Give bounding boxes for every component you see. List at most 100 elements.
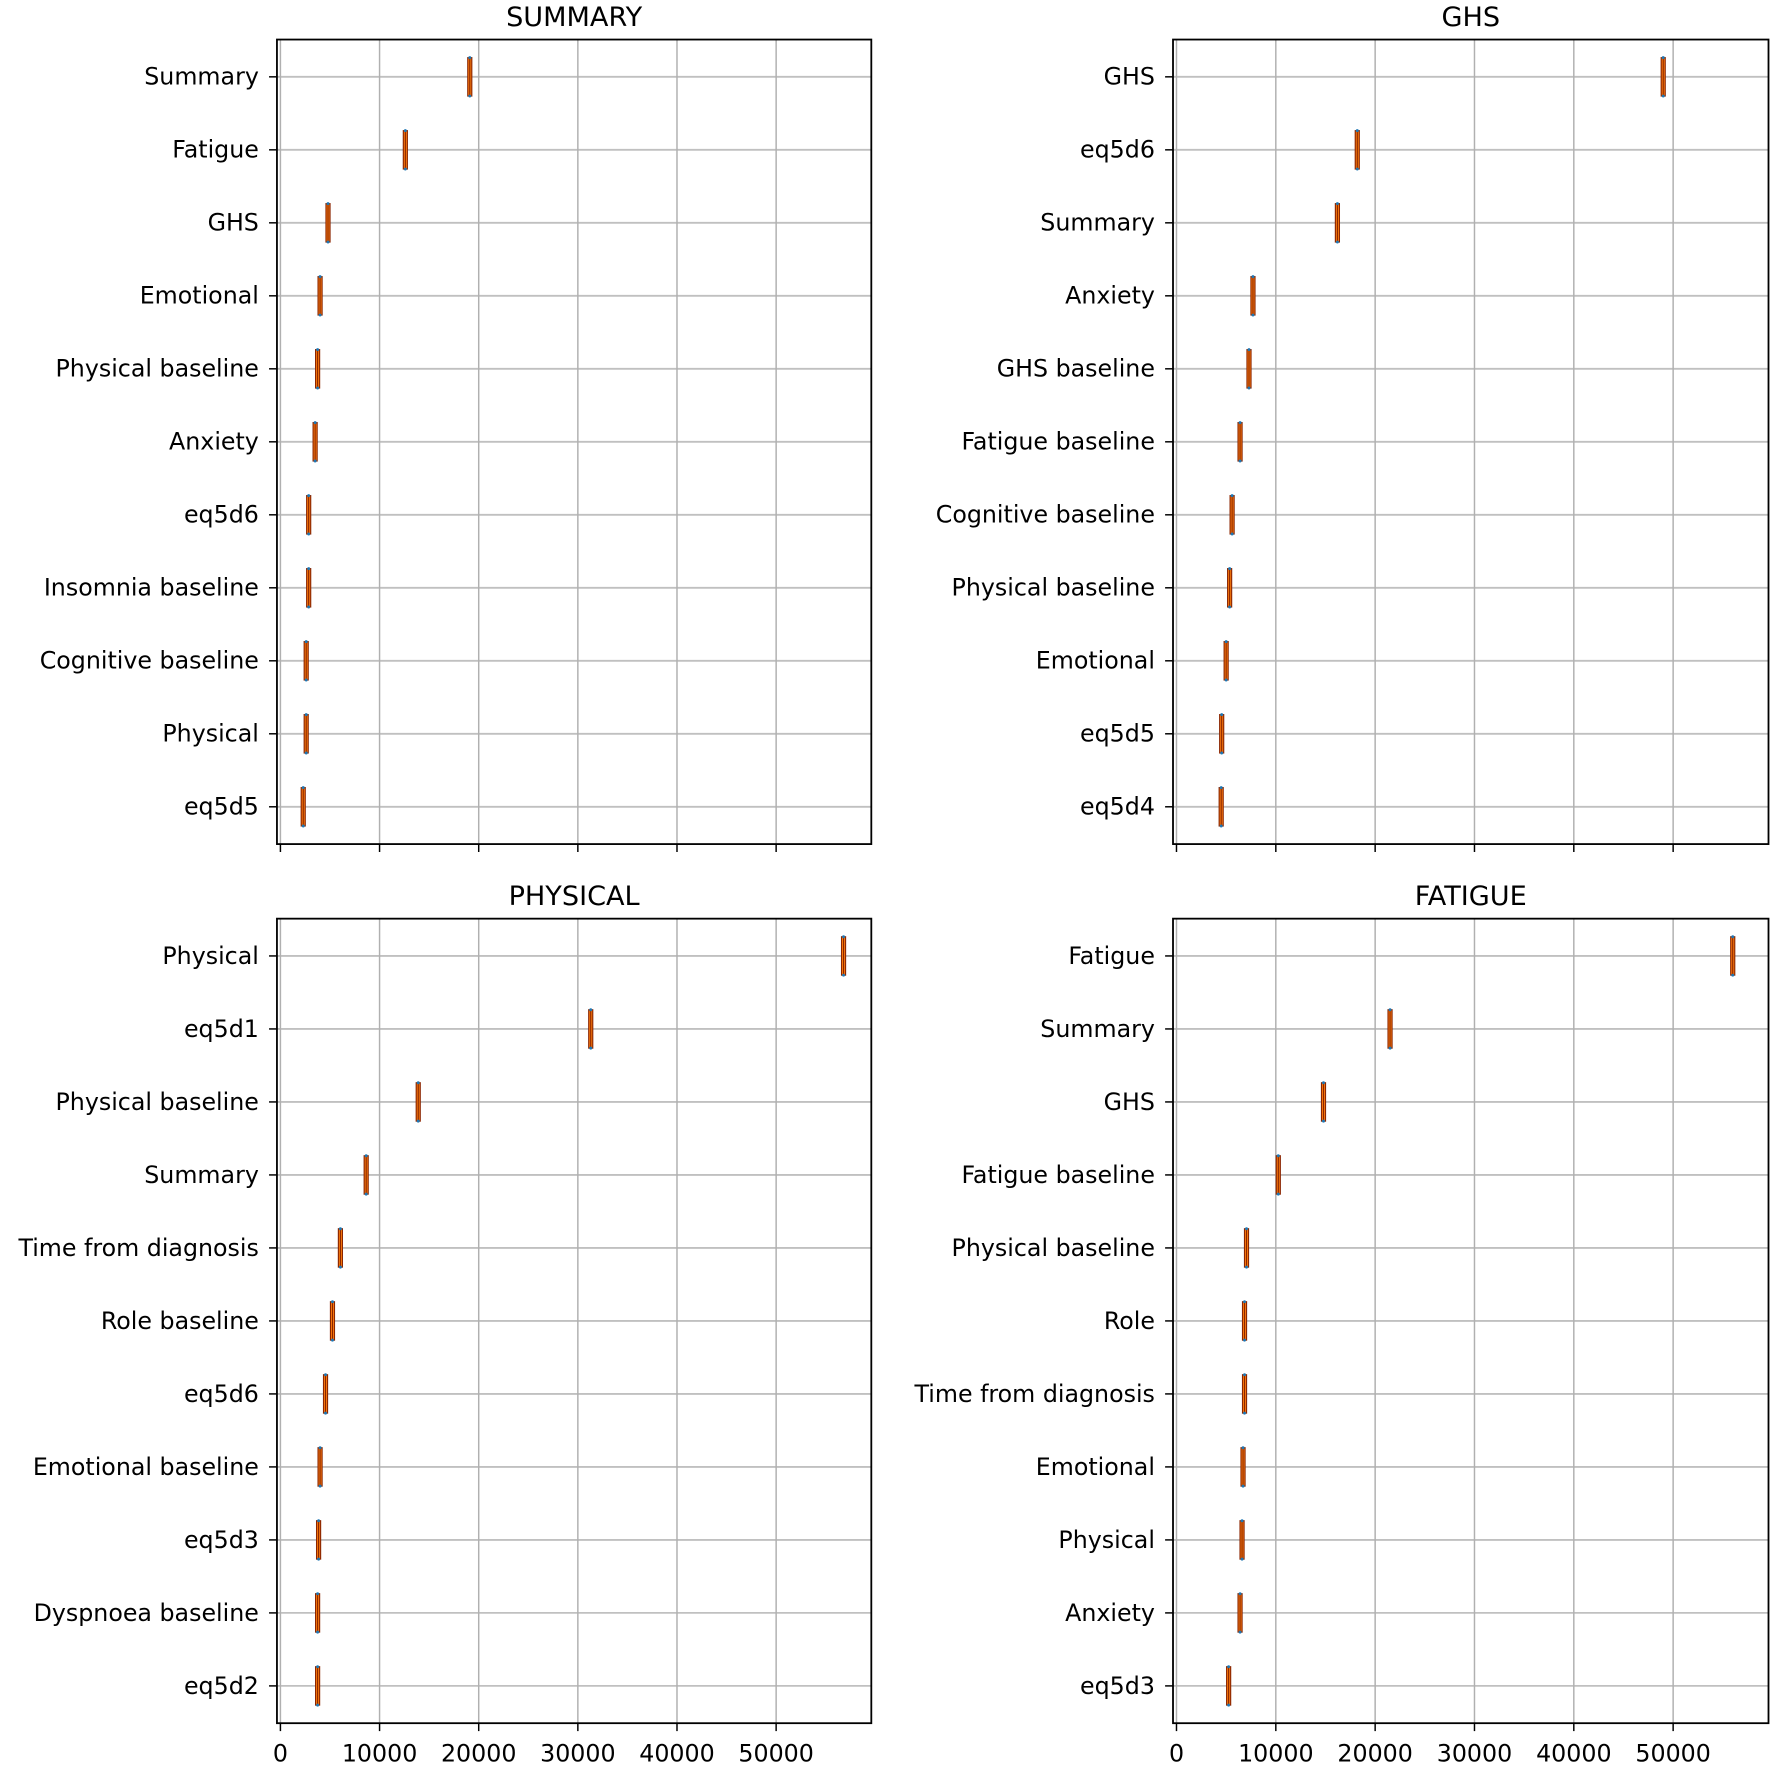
whisker-cap xyxy=(326,240,330,244)
y-tick-label: Cognitive baseline xyxy=(40,647,259,675)
box-fatigue xyxy=(1730,935,1736,977)
whisker-cap xyxy=(1220,713,1224,717)
box-emotional-baseline xyxy=(317,1446,323,1488)
box-eq5d6 xyxy=(322,1373,329,1415)
y-tick-label: Cognitive baseline xyxy=(936,501,1155,529)
whisker-cap xyxy=(1251,275,1255,279)
box-eq5d5 xyxy=(300,786,306,828)
whisker-cap xyxy=(1227,1665,1231,1669)
box-role xyxy=(1241,1300,1248,1342)
y-tick-label: eq5d3 xyxy=(184,1526,259,1554)
y-tick-label: Physical xyxy=(162,720,259,748)
whisker-cap xyxy=(1388,1008,1392,1012)
box-physical xyxy=(303,713,309,755)
whisker-cap xyxy=(403,167,407,171)
whisker-cap xyxy=(318,313,322,317)
y-tick-label: Time from diagnosis xyxy=(914,1380,1155,1408)
whisker-cap xyxy=(1220,751,1224,755)
y-tick-label: eq5d5 xyxy=(1080,720,1155,748)
whisker-cap xyxy=(317,1519,321,1523)
whisker-cap xyxy=(307,532,311,536)
y-tick-label: eq5d5 xyxy=(184,793,259,821)
box-fatigue-baseline xyxy=(1275,1154,1281,1196)
x-tick-label: 10000 xyxy=(342,1740,417,1765)
box-physical-baseline xyxy=(315,348,321,390)
whisker-cap xyxy=(1238,1592,1242,1596)
subplot-title: FATIGUE xyxy=(1415,881,1527,912)
y-tick-label: Fatigue baseline xyxy=(961,428,1154,456)
whisker-cap xyxy=(1276,1154,1280,1158)
whisker-cap xyxy=(1388,1046,1392,1050)
whisker-cap xyxy=(1276,1192,1280,1196)
box-emotional xyxy=(1223,640,1229,682)
whisker-cap xyxy=(1238,421,1242,425)
whisker-cap xyxy=(1335,240,1339,244)
whisker-cap xyxy=(1245,1265,1248,1269)
subplot-title: GHS xyxy=(1441,2,1500,33)
box-summary xyxy=(1387,1008,1393,1050)
whisker-cap xyxy=(301,824,305,828)
whisker-cap xyxy=(301,786,305,790)
box-anxiety xyxy=(1237,1592,1243,1634)
box-eq5d6 xyxy=(306,494,312,536)
subplot-fatigue: FATIGUE 0 10000 20000 30000 40000 50000 Fatigue… xyxy=(914,881,1770,1765)
y-tick-label: Fatigue baseline xyxy=(961,1161,1154,1189)
y-tick-label: Anxiety xyxy=(1065,282,1155,310)
y-tick-label: Time from diagnosis xyxy=(17,1234,258,1262)
y-tick-label: eq5d2 xyxy=(184,1672,259,1700)
whisker-cap xyxy=(338,1265,342,1269)
y-tick-label: eq5d1 xyxy=(184,1015,259,1043)
whisker-cap xyxy=(1731,935,1735,939)
x-tick-label: 10000 xyxy=(1238,1740,1313,1765)
whisker-cap xyxy=(1243,1411,1246,1415)
subplot-summary: SUMMARY Summary Fatigue GHS Emotional Physica… xyxy=(40,2,873,852)
whisker-cap xyxy=(324,1411,327,1415)
x-tick-label: 20000 xyxy=(441,1740,516,1765)
y-tick-label: Role xyxy=(1104,1307,1155,1335)
whisker-cap xyxy=(316,1630,320,1634)
box-anxiety xyxy=(1250,275,1256,317)
whisker-cap xyxy=(842,935,846,939)
whisker-cap xyxy=(1227,1703,1231,1707)
box-cognitive-baseline xyxy=(1229,494,1235,536)
whisker-cap xyxy=(318,275,322,279)
whisker-cap xyxy=(307,567,311,571)
whisker-cap xyxy=(304,640,308,644)
whisker-cap xyxy=(316,386,320,390)
box-role-baseline xyxy=(329,1300,336,1342)
y-tick-label: Physical baseline xyxy=(55,355,258,383)
box-emotional xyxy=(1240,1446,1246,1488)
y-tick-label: GHS xyxy=(208,209,259,237)
whisker-cap xyxy=(307,494,311,498)
whisker-cap xyxy=(1219,786,1223,790)
y-tick-label: Emotional xyxy=(1036,647,1155,675)
whisker-cap xyxy=(304,713,308,717)
x-tick-label: 50000 xyxy=(738,1740,813,1765)
y-tick-label: Emotional baseline xyxy=(33,1453,259,1481)
whisker-cap xyxy=(1247,348,1251,352)
box-summary xyxy=(1334,202,1341,244)
box-physical-baseline xyxy=(415,1081,421,1123)
box-eq5d6 xyxy=(1354,129,1360,171)
whisker-cap xyxy=(1355,129,1359,133)
whisker-cap xyxy=(324,1373,327,1377)
whisker-cap xyxy=(304,678,308,682)
y-tick-label: Fatigue xyxy=(1068,942,1155,970)
whisker-cap xyxy=(316,1703,320,1707)
whisker-cap xyxy=(364,1192,368,1196)
whisker-cap xyxy=(1355,167,1359,171)
whisker-cap xyxy=(304,751,308,755)
y-tick-label: Physical xyxy=(1058,1526,1155,1554)
whisker-cap xyxy=(1245,1227,1248,1231)
box-eq5d2 xyxy=(315,1665,321,1707)
whisker-cap xyxy=(1661,56,1665,60)
box-dyspnoea-baseline xyxy=(315,1592,321,1634)
whisker-cap xyxy=(1240,1519,1244,1523)
box-eq5d1 xyxy=(588,1008,594,1050)
whisker-cap xyxy=(468,94,472,98)
box-fatigue-baseline xyxy=(1237,421,1243,463)
whisker-cap xyxy=(1224,678,1228,682)
whisker-cap xyxy=(1322,1119,1325,1123)
whisker-cap xyxy=(1247,386,1251,390)
whisker-cap xyxy=(1243,1338,1246,1342)
